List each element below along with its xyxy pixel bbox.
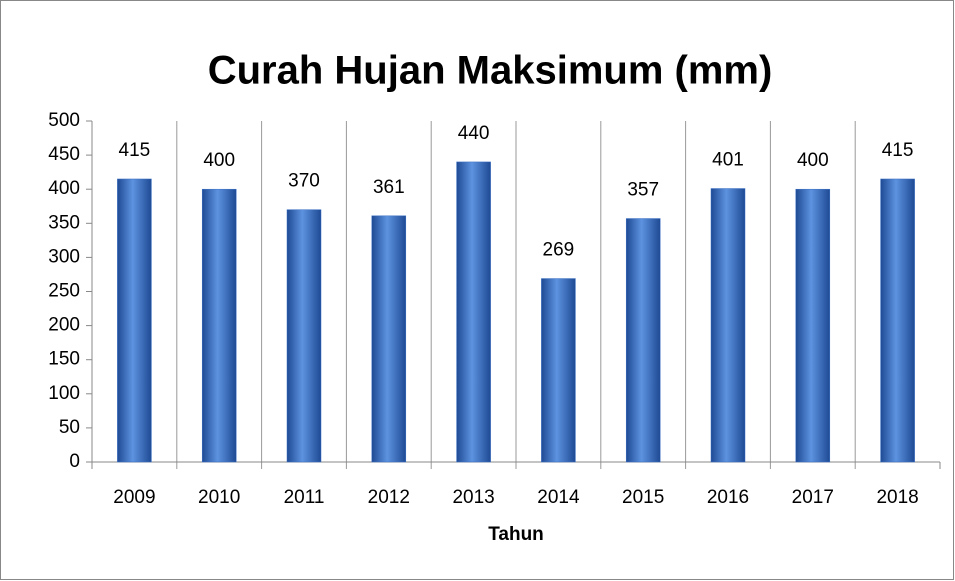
y-tick-label: 50 <box>59 417 80 438</box>
data-label: 269 <box>543 240 575 261</box>
x-tick-label: 2010 <box>198 487 240 508</box>
x-tick-label: 2013 <box>452 487 494 508</box>
bar <box>625 218 661 463</box>
x-tick-label: 2009 <box>113 487 155 508</box>
x-tick-label: 2018 <box>876 487 918 508</box>
x-tick-label: 2016 <box>707 487 749 508</box>
y-tick-label: 200 <box>48 315 80 336</box>
y-tick-label: 0 <box>69 451 80 472</box>
bar <box>456 161 491 463</box>
data-label: 400 <box>203 150 235 171</box>
x-tick-label: 2017 <box>792 487 834 508</box>
bar <box>710 188 746 463</box>
data-label: 415 <box>882 140 914 161</box>
x-tick-label: 2011 <box>284 487 325 508</box>
bar <box>795 188 831 463</box>
data-label: 440 <box>458 123 490 144</box>
data-label: 361 <box>373 177 405 198</box>
y-tick-label: 400 <box>48 178 80 199</box>
bar <box>541 278 576 463</box>
y-tick-label: 450 <box>48 144 80 165</box>
data-label: 401 <box>712 150 744 171</box>
x-tick-label: 2015 <box>622 487 664 508</box>
data-label: 400 <box>797 150 829 171</box>
y-tick-label: 150 <box>48 349 80 370</box>
data-label: 415 <box>119 140 151 161</box>
data-label: 357 <box>627 180 659 201</box>
chart-title: Curah Hujan Maksimum (mm) <box>208 49 773 93</box>
bar <box>117 178 152 463</box>
y-tick-label: 350 <box>48 212 80 233</box>
x-tick-label: 2012 <box>368 487 410 508</box>
bar <box>286 209 322 463</box>
y-tick-label: 100 <box>48 383 80 404</box>
y-tick-label: 250 <box>48 281 80 302</box>
data-label: 370 <box>288 171 320 192</box>
bar <box>371 215 407 463</box>
y-tick-label: 300 <box>48 246 80 267</box>
x-tick-label: 2014 <box>537 487 580 508</box>
y-tick-label: 500 <box>48 110 80 131</box>
bar <box>880 178 915 463</box>
bar <box>201 188 237 463</box>
x-axis-label: Tahun <box>488 524 544 545</box>
